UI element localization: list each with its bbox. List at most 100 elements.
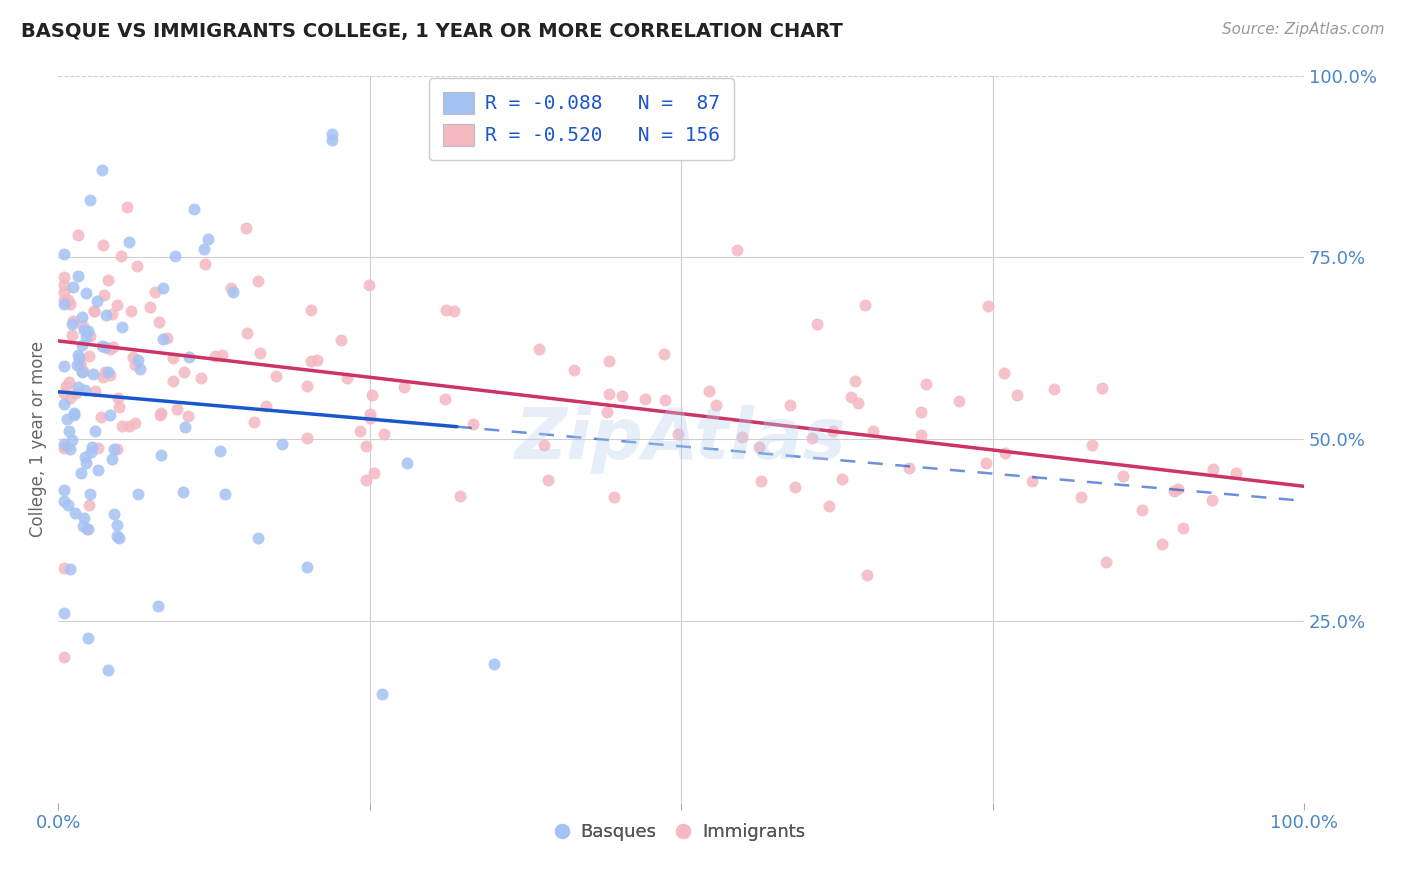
Point	[105, 529, 128, 543]
Text: BASQUE VS IMMIGRANTS COLLEGE, 1 YEAR OR MORE CORRELATION CHART: BASQUE VS IMMIGRANTS COLLEGE, 1 YEAR OR …	[21, 22, 844, 41]
Point	[295, 379, 318, 393]
Point	[76, 522, 98, 536]
Point	[654, 392, 676, 407]
Point	[779, 398, 801, 412]
Y-axis label: College, 1 year or more: College, 1 year or more	[30, 341, 46, 537]
Point	[90, 409, 112, 424]
Point	[977, 299, 1000, 313]
Point	[55, 439, 77, 453]
Point	[1201, 492, 1223, 507]
Point	[77, 324, 100, 338]
Point	[652, 347, 675, 361]
Point	[60, 317, 83, 331]
Point	[844, 374, 866, 388]
Point	[1163, 483, 1185, 498]
Point	[214, 487, 236, 501]
Point	[69, 358, 91, 372]
Point	[219, 280, 242, 294]
Point	[914, 377, 936, 392]
Point	[1070, 490, 1092, 504]
Point	[91, 370, 114, 384]
Point	[127, 353, 149, 368]
Point	[193, 242, 215, 256]
Point	[910, 405, 932, 419]
Point	[349, 424, 371, 438]
Point	[87, 442, 110, 456]
Text: Source: ZipAtlas.com: Source: ZipAtlas.com	[1222, 22, 1385, 37]
Point	[853, 298, 876, 312]
Point	[73, 511, 96, 525]
Point	[823, 424, 845, 438]
Point	[395, 456, 418, 470]
Point	[299, 303, 322, 318]
Point	[1130, 503, 1153, 517]
Point	[93, 287, 115, 301]
Point	[146, 599, 169, 614]
Point	[254, 399, 277, 413]
Point	[84, 424, 107, 438]
Point	[55, 379, 77, 393]
Point	[103, 442, 125, 457]
Point	[392, 380, 415, 394]
Point	[172, 484, 194, 499]
Point	[434, 392, 457, 407]
Point	[53, 297, 76, 311]
Point	[62, 280, 84, 294]
Point	[58, 293, 80, 308]
Point	[801, 431, 824, 445]
Point	[194, 258, 217, 272]
Point	[209, 443, 232, 458]
Point	[58, 375, 80, 389]
Point	[562, 363, 585, 377]
Point	[818, 499, 841, 513]
Point	[101, 452, 124, 467]
Point	[75, 329, 97, 343]
Point	[56, 412, 79, 426]
Point	[537, 473, 560, 487]
Point	[96, 308, 118, 322]
Point	[59, 391, 82, 405]
Point	[124, 416, 146, 430]
Point	[596, 405, 619, 419]
Point	[1007, 388, 1029, 402]
Point	[87, 463, 110, 477]
Point	[58, 442, 80, 456]
Point	[266, 369, 288, 384]
Point	[53, 606, 76, 620]
Point	[862, 424, 884, 438]
Point	[60, 434, 83, 448]
Point	[149, 406, 172, 420]
Point	[127, 259, 149, 273]
Text: ZipAtlas: ZipAtlas	[515, 405, 846, 474]
Point	[72, 338, 94, 352]
Point	[86, 293, 108, 308]
Point	[66, 228, 89, 243]
Point	[75, 450, 97, 464]
Point	[77, 349, 100, 363]
Point	[363, 466, 385, 480]
Point	[162, 351, 184, 365]
Point	[361, 388, 384, 402]
Point	[53, 437, 76, 451]
Point	[156, 331, 179, 345]
Point	[336, 371, 359, 385]
Point	[190, 371, 212, 385]
Point	[247, 274, 270, 288]
Point	[79, 487, 101, 501]
Point	[993, 366, 1015, 380]
Point	[53, 650, 76, 665]
Point	[83, 384, 105, 399]
Point	[97, 664, 120, 678]
Point	[63, 408, 86, 422]
Point	[183, 202, 205, 217]
Point	[731, 429, 754, 443]
Point	[359, 410, 381, 425]
Point	[145, 285, 167, 300]
Point	[79, 498, 101, 512]
Point	[67, 268, 90, 283]
Point	[53, 397, 76, 411]
Point	[163, 249, 186, 263]
Point	[103, 340, 125, 354]
Point	[994, 446, 1017, 460]
Point	[897, 461, 920, 475]
